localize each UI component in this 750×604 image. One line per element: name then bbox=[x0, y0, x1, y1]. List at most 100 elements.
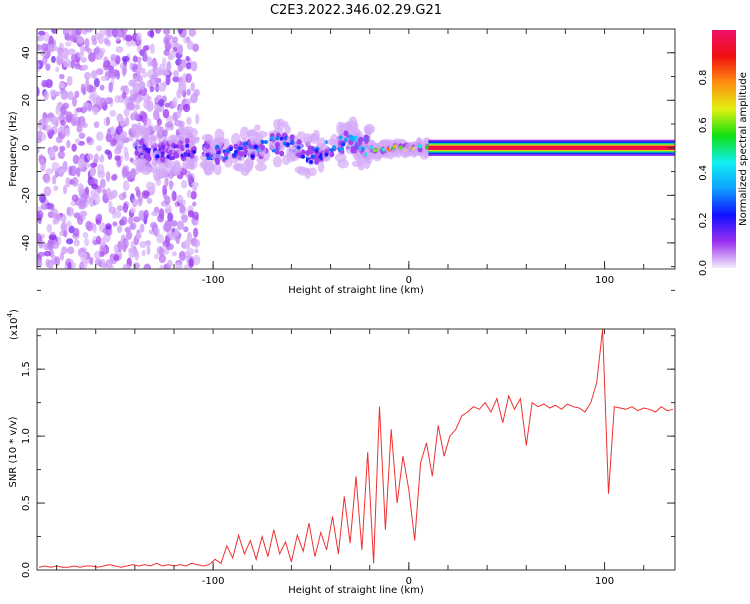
spectrogram-cell bbox=[60, 222, 68, 232]
spectrogram-cell bbox=[157, 214, 165, 223]
spectrogram-cell bbox=[153, 253, 159, 260]
y-scale-multiplier: (x104) bbox=[6, 309, 20, 340]
spectrogram-cell bbox=[165, 74, 171, 86]
spectrogram-cell bbox=[190, 128, 198, 137]
spectrogram-cell bbox=[112, 221, 118, 227]
y-axis-label: SNR (10 * v/v) bbox=[8, 416, 19, 487]
spectrogram-cell bbox=[96, 145, 102, 152]
spectrogram-cell bbox=[239, 126, 250, 141]
colorbar-tick-label: 0.6 bbox=[698, 117, 709, 133]
x-tick-label: -100 bbox=[202, 576, 225, 587]
spectrogram-cell bbox=[134, 112, 139, 121]
spectrogram-cell bbox=[59, 251, 65, 261]
spectrogram-cell bbox=[418, 144, 423, 149]
spectrogram-cell bbox=[317, 160, 325, 173]
spectrogram-cell bbox=[144, 147, 149, 152]
y-tick-label: 40 bbox=[21, 46, 32, 59]
spectrogram-cell bbox=[73, 238, 80, 247]
spectrogram-cell bbox=[99, 154, 105, 162]
x-axis-label: Height of straight line (km) bbox=[288, 585, 424, 596]
spectrogram-cell bbox=[169, 50, 177, 59]
spectrogram-cell bbox=[145, 181, 154, 191]
spectrogram-cell bbox=[37, 251, 45, 257]
spectrogram-cell bbox=[40, 165, 45, 172]
spectrogram-cell bbox=[171, 251, 178, 257]
spectrogram-cell bbox=[86, 136, 92, 143]
y-tick-label: 1.5 bbox=[21, 361, 32, 377]
spectrogram-cell bbox=[84, 72, 91, 80]
colorbar-tick-label: 0.4 bbox=[698, 165, 709, 181]
spectrogram-cell bbox=[90, 70, 98, 79]
spectrogram-cell bbox=[71, 143, 77, 152]
spectrogram-cell bbox=[158, 246, 165, 255]
spectrogram-cell bbox=[179, 126, 186, 136]
y-tick-label: 0 bbox=[21, 145, 32, 151]
spectrogram-cell bbox=[141, 190, 150, 199]
spectrogram-cell bbox=[145, 240, 152, 246]
spectrogram-cell bbox=[254, 124, 261, 131]
spectrogram-cell bbox=[48, 147, 56, 157]
spectrogram-cell bbox=[37, 258, 43, 267]
spectrogram-cell bbox=[163, 29, 171, 35]
spectrogram-cell bbox=[162, 129, 168, 137]
spectrogram-cell bbox=[276, 137, 287, 151]
spectrogram-cell bbox=[89, 166, 95, 178]
spectrogram-cell bbox=[149, 60, 158, 67]
spectrogram-cell bbox=[100, 97, 106, 107]
spectrogram-cell bbox=[97, 185, 102, 194]
spectrogram-cell bbox=[132, 75, 141, 82]
spectrogram-cell bbox=[37, 86, 40, 97]
spectrogram-cell bbox=[53, 185, 59, 192]
spectrogram-cell bbox=[105, 171, 111, 183]
spectrogram-cell bbox=[172, 36, 179, 43]
spectrogram-cell bbox=[72, 228, 80, 237]
spectrogram-cell bbox=[78, 132, 86, 139]
spectrogram-cell bbox=[91, 34, 97, 43]
spectrogram-cell bbox=[131, 124, 141, 137]
spectrogram-cell bbox=[119, 117, 126, 127]
spectrogram-cell bbox=[62, 29, 70, 37]
spectrogram-cell bbox=[179, 199, 187, 206]
spectrogram-cell bbox=[186, 117, 192, 126]
spectrogram-cell bbox=[57, 168, 65, 177]
spectrogram-cell bbox=[158, 254, 167, 264]
spectrogram-cell bbox=[116, 158, 122, 167]
y-tick-label: 20 bbox=[21, 94, 32, 107]
spectrogram-cell bbox=[71, 96, 77, 107]
spectrogram-cell bbox=[135, 232, 142, 240]
spectrogram-cell bbox=[183, 152, 188, 157]
spectrogram-cell bbox=[137, 81, 146, 90]
spectrogram-cell bbox=[203, 161, 212, 176]
spectrogram-cell bbox=[282, 154, 291, 166]
spectrogram-cell bbox=[254, 163, 267, 172]
spectrogram-cell bbox=[310, 154, 315, 159]
spectrogram-cell bbox=[122, 180, 130, 191]
spectrogram-cell bbox=[417, 146, 423, 153]
spectrogram-cell bbox=[129, 88, 137, 96]
spectrogram-cell bbox=[100, 75, 109, 82]
spectrogram-cell bbox=[86, 102, 93, 112]
spectrogram-cell bbox=[84, 186, 90, 196]
spectrogram-cell bbox=[123, 107, 130, 117]
spectrogram-cell bbox=[37, 148, 40, 154]
spectrogram-cell bbox=[81, 122, 88, 129]
spectrogram-cell bbox=[156, 118, 162, 126]
spectrogram-cell bbox=[205, 133, 213, 144]
spectrogram-cell bbox=[205, 153, 210, 158]
spectrogram-cell bbox=[184, 137, 190, 144]
spectrogram-cell bbox=[149, 77, 157, 87]
spectrogram-cell bbox=[96, 213, 103, 221]
spectrogram-cell bbox=[139, 125, 151, 139]
spectrogram-cell bbox=[122, 191, 127, 199]
spectrogram-cell bbox=[164, 236, 171, 247]
spectrogram-cell bbox=[57, 150, 65, 160]
spectrogram-cell bbox=[52, 175, 57, 185]
spectrogram-cell bbox=[62, 102, 70, 110]
colorbar-tick-label: 0.0 bbox=[698, 260, 709, 276]
spectrogram-cell bbox=[160, 156, 166, 163]
spectrogram-cell bbox=[161, 145, 166, 150]
spectrogram-cell bbox=[117, 29, 125, 38]
spectrogram-cell bbox=[45, 168, 54, 175]
spectrogram-cell bbox=[356, 153, 364, 168]
spectrogram-cell bbox=[150, 43, 155, 54]
